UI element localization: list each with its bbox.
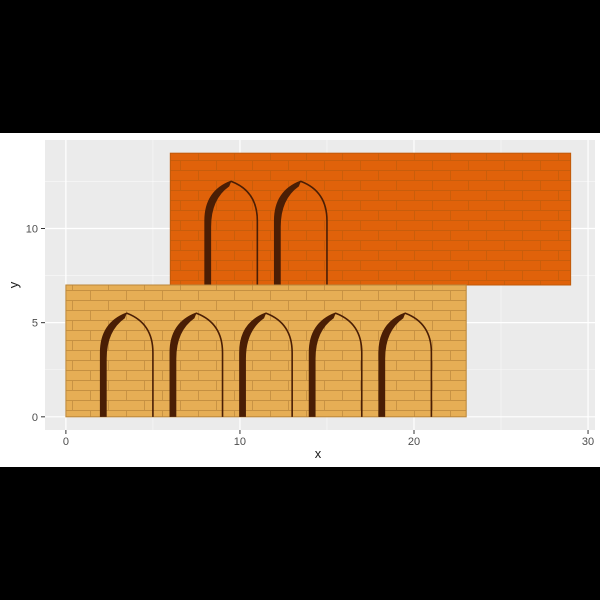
x-tick-label: 0 [63, 436, 69, 448]
arch-shadow [239, 313, 267, 417]
y-tick-label: 10 [26, 224, 38, 236]
y-axis-label: y [6, 281, 21, 288]
x-tick-label: 30 [582, 436, 594, 448]
arch-shadow [379, 313, 406, 417]
wall-bricks [65, 284, 467, 418]
wall-1 [169, 152, 572, 286]
y-tick-label: 0 [32, 412, 38, 424]
walls [65, 152, 572, 418]
x-tick-label: 20 [408, 436, 420, 448]
y-tick-label: 5 [32, 318, 38, 330]
x-axis-ticks: 0 10 20 30 [63, 430, 594, 448]
wall-bricks [169, 152, 572, 286]
arch-shadow [274, 181, 301, 285]
x-axis-label: x [315, 446, 322, 461]
arch-shadow [100, 313, 127, 417]
arch-shadow [170, 313, 197, 417]
y-axis-ticks: 0 5 10 [26, 224, 45, 424]
arch-shadow [309, 313, 336, 417]
wall-2 [65, 284, 467, 418]
x-tick-label: 10 [234, 436, 246, 448]
arch-shadow [205, 181, 232, 285]
